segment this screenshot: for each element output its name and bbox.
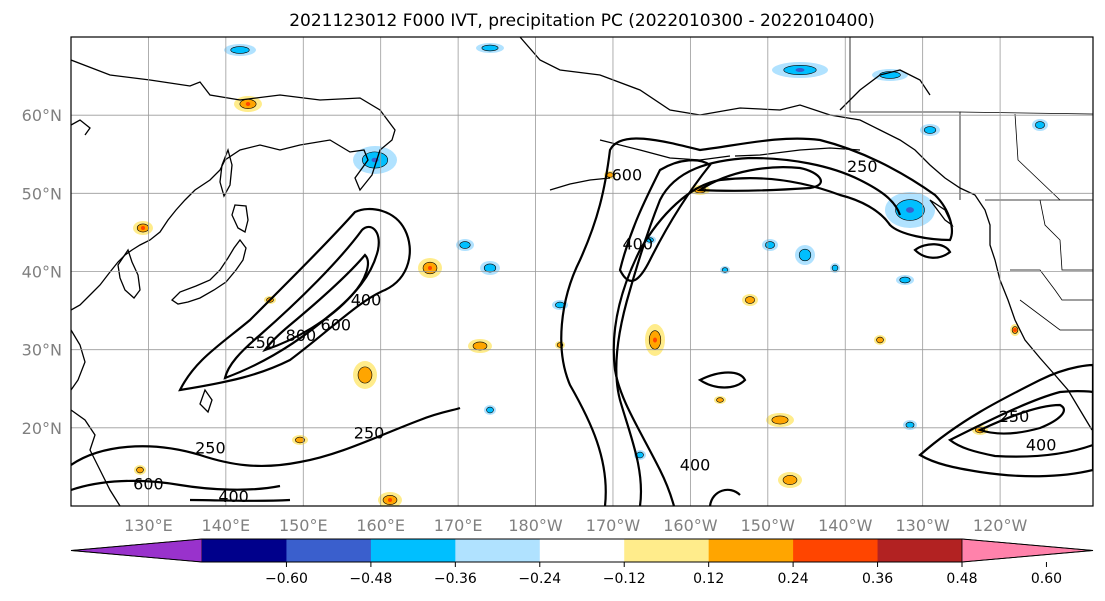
precip-patch (923, 126, 937, 134)
precip-patch (782, 475, 798, 485)
x-tick-label: 130°W (895, 516, 950, 535)
x-tick-label: 170°W (586, 516, 641, 535)
precip-patch (906, 207, 914, 213)
x-tick-label: 130°E (124, 516, 173, 535)
colorbar-segment (286, 539, 372, 562)
x-tick-label: 160°W (663, 516, 718, 535)
x-tick-label: 150°W (741, 516, 796, 535)
contour-label: 800 (286, 326, 317, 345)
contour-label: 250 (999, 407, 1030, 426)
x-tick-label: 170°E (434, 516, 483, 535)
gridlines (71, 37, 1093, 506)
colorbar-segment (202, 539, 287, 562)
y-tick-label: 30°N (22, 341, 62, 360)
map-frame (70, 36, 1094, 507)
contour-label: 250 (245, 333, 276, 352)
precip-patch (716, 397, 724, 403)
y-axis-ticks: 20°N 30°N 40°N 50°N 60°N (22, 106, 62, 438)
y-tick-label: 20°N (22, 419, 62, 438)
colorbar-tick-label: 0.60 (1031, 571, 1062, 587)
precip-patch (1013, 328, 1017, 332)
colorbar (70, 538, 1094, 563)
colorbar-ticks: −0.60 −0.48 −0.36 −0.24 −0.12 0.12 0.24 0.36 0.4… (265, 562, 1062, 587)
precip-patch (795, 68, 805, 72)
precip-patch (357, 366, 373, 384)
colorbar-segment (708, 539, 794, 562)
precip-patch (905, 421, 915, 429)
y-tick-label: 60°N (22, 106, 62, 125)
x-tick-label: 150°E (279, 516, 328, 535)
colorbar-tick-label: −0.60 (265, 571, 308, 587)
colorbar-tick-label: −0.12 (603, 571, 646, 587)
precip-patch (141, 226, 145, 230)
colorbar-tick-label: 0.24 (778, 571, 809, 587)
precip-patch (472, 341, 488, 351)
precip-patch (428, 266, 432, 270)
y-tick-label: 50°N (22, 184, 62, 203)
precip-patch (136, 466, 144, 474)
contour-label: 600 (321, 316, 352, 335)
precip-patch (481, 44, 499, 52)
precip-patch (230, 46, 250, 54)
precip-patch (765, 241, 775, 249)
precip-patch (876, 336, 884, 344)
colorbar-tick-label: −0.48 (349, 571, 392, 587)
precip-patch (745, 296, 755, 304)
contour-label: 400 (680, 456, 711, 475)
contour-label: 400 (218, 487, 249, 506)
colorbar-extend-low (70, 538, 203, 563)
colorbar-tick-label: 0.36 (862, 571, 893, 587)
colorbar-segment (539, 539, 625, 562)
precip-patch (483, 263, 497, 273)
x-tick-label: 180°W (508, 516, 563, 535)
colorbar-segment (624, 539, 710, 562)
precip-patch (798, 248, 812, 262)
x-tick-label: 140°W (818, 516, 873, 535)
contour-label: 400 (622, 234, 653, 253)
colorbar-segment (877, 539, 963, 562)
contour-label: 400 (1026, 435, 1057, 454)
contour-label: 250 (847, 157, 878, 176)
colorbar-segment (455, 539, 541, 562)
contour-label: 400 (351, 291, 382, 310)
precip-patch (295, 436, 305, 444)
contour-label: 250 (195, 438, 226, 457)
precip-patch (245, 102, 251, 106)
x-axis-ticks: 130°E 140°E 150°E 160°E 170°E 180°W 170°W 160°W… (124, 516, 1027, 535)
precip-patch (1035, 121, 1045, 129)
x-tick-label: 160°E (356, 516, 405, 535)
colorbar-tick-label: −0.36 (434, 571, 477, 587)
contour-label: 250 (354, 424, 385, 443)
colorbar-segment (793, 539, 879, 562)
colorbar-tick-label: 0.48 (946, 571, 977, 587)
contour-label: 600 (133, 474, 164, 493)
colorbar-tick-label: 0.12 (693, 571, 724, 587)
political-borders (849, 37, 1093, 331)
coastlines (71, 37, 1093, 506)
x-tick-label: 120°W (973, 516, 1028, 535)
x-tick-label: 140°E (202, 516, 251, 535)
ivt-contours (71, 137, 1093, 506)
y-tick-label: 40°N (22, 263, 62, 282)
chart-title: 2021123012 F000 IVT, precipitation PC (2… (289, 11, 875, 31)
contour-label: 600 (612, 166, 643, 185)
precip-patch (388, 498, 392, 502)
precip-patch (899, 276, 911, 284)
precip-patch (771, 415, 789, 425)
precip-patch (486, 406, 494, 414)
colorbar-segment (370, 539, 456, 562)
precip-patch (653, 337, 657, 343)
colorbar-extend-high (961, 538, 1094, 563)
colorbar-outline (70, 538, 1094, 563)
precip-patch (831, 264, 839, 272)
precip-patch (459, 241, 471, 249)
colorbar-tick-label: −0.24 (518, 571, 561, 587)
